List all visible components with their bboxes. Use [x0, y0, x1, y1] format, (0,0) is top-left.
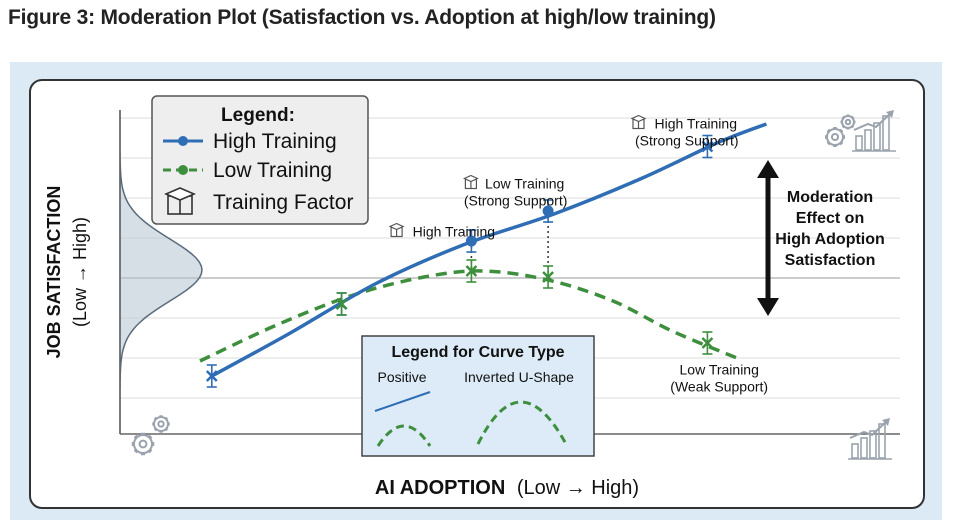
- high-training-curve: [210, 122, 768, 378]
- low-training-marker: [542, 265, 554, 289]
- gear-icon: [840, 114, 856, 130]
- curve-type-legend-title: Legend for Curve Type: [391, 344, 564, 361]
- book-icon: [630, 114, 647, 130]
- decorative-icons: [131, 110, 896, 460]
- high-training-marker: [542, 199, 554, 223]
- moderation-effect-label: Moderation Effect on High Adoption Satisfac…: [775, 189, 885, 269]
- positive-curve-dashed-sample: [376, 424, 432, 447]
- curve-type-legend: Legend for Curve Type Positive Inverted …: [361, 335, 595, 457]
- high-training-marker: [465, 229, 477, 253]
- legend-swatch-high-marker: [178, 136, 188, 146]
- curve-annotation: Low Training (Weak Support): [670, 362, 768, 395]
- x-axis-label-rest: (Low → High): [517, 477, 639, 499]
- curve-annotation: Low Training (Strong Support): [462, 174, 568, 209]
- curve-annotation: High Training: [388, 222, 496, 240]
- positive-curve-sample: [374, 391, 431, 412]
- inverted-u-curve-sample: [476, 400, 568, 445]
- curve-annotations: High Training Low Training (Strong Support…: [388, 114, 768, 395]
- curve-annotation-text: High Training: [413, 224, 496, 240]
- x-axis-label: AI ADOPTION (Low → High): [375, 477, 639, 499]
- training-factor-icon: [163, 187, 197, 215]
- y-axis-label-bold: JOB SATISFACTION: [44, 186, 64, 359]
- legend-box: Legend: High Training Low Training Train…: [151, 95, 369, 225]
- high-training-marker: [701, 134, 714, 159]
- legend-title: Legend:: [221, 105, 295, 126]
- bar-chart-icon: [852, 110, 896, 152]
- gear-icon: [131, 432, 155, 456]
- curve-annotation-text: Low Training (Weak Support): [670, 362, 768, 395]
- book-icon: [462, 174, 479, 190]
- curve-type-positive-label: Positive: [377, 369, 426, 385]
- y-axis-label: JOB SATISFACTION (Low → High): [44, 186, 90, 359]
- low-training-curve: [199, 269, 738, 363]
- curve-annotation-text: Low Training (Strong Support): [464, 176, 568, 209]
- curve-annotation: High Training (Strong Support): [630, 114, 739, 149]
- low-training-marker: [465, 259, 478, 283]
- legend-swatch-low-marker: [178, 165, 188, 175]
- gear-icon: [825, 127, 845, 147]
- y-axis-label-rest: (Low → High): [70, 217, 90, 327]
- bar-chart-icon: [848, 418, 892, 460]
- curve-type-inverted-label: Inverted U-Shape: [464, 369, 574, 385]
- figure-title: Figure 3: Moderation Plot (Satisfaction …: [8, 6, 716, 29]
- high-training-marker: [205, 364, 218, 388]
- gear-icon: [152, 415, 170, 433]
- low-training-marker: [335, 292, 348, 316]
- low-training-marker: [701, 331, 714, 355]
- moderation-arrow: [757, 160, 779, 316]
- book-icon: [388, 222, 405, 238]
- curve-annotation-text: High Training (Strong Support): [635, 116, 739, 149]
- legend-entry-training-factor: Training Factor: [213, 191, 353, 214]
- legend-entry-high: High Training: [213, 130, 337, 153]
- x-axis-label-bold: AI ADOPTION: [375, 477, 505, 499]
- legend-entry-low: Low Training: [213, 159, 332, 182]
- data-markers: [205, 134, 714, 388]
